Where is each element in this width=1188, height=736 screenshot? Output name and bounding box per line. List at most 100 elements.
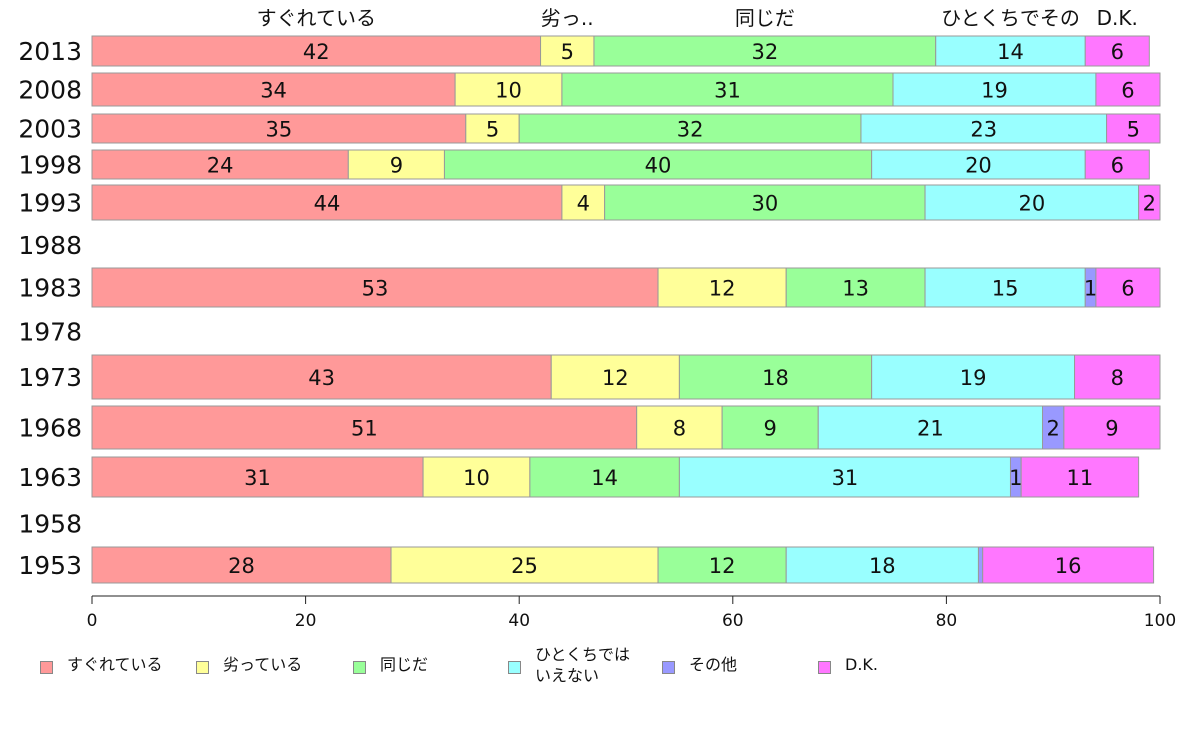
value-label-2013-s2: 32 [751, 40, 778, 64]
value-label-1983-s4: 1 [1084, 277, 1097, 301]
value-label-1968-s1: 8 [673, 417, 686, 441]
bar-1993-s5 [1138, 184, 1161, 221]
value-label-1993-s1: 4 [577, 192, 590, 216]
bar-1968-s0 [91, 405, 638, 450]
bar-1998-s3 [871, 149, 1086, 180]
bar-1998-s0 [91, 149, 349, 180]
year-label-2013: 2013 [18, 37, 82, 66]
value-label-2008-s0: 34 [260, 79, 287, 103]
x-tick-label-100: 100 [1144, 611, 1176, 631]
legend-item-2: 同じだ [353, 654, 428, 675]
bar-1973-s1 [550, 354, 680, 400]
bar-1968-s3 [817, 405, 1044, 450]
x-tick-label-60: 60 [722, 611, 744, 631]
value-label-1998-s1: 9 [390, 154, 403, 178]
legend-label-3: ひとくちでは いえない [535, 645, 631, 685]
year-label-1953: 1953 [18, 551, 82, 580]
value-label-1993-s2: 30 [751, 192, 778, 216]
bar-1953-s3 [785, 546, 979, 584]
value-label-2003-s0: 35 [266, 118, 293, 142]
top-series-label-4: D.K. [1097, 6, 1138, 30]
bar-1993-s2 [604, 184, 926, 221]
bar-1998-s2 [443, 149, 873, 180]
bar-1953-s2 [657, 546, 787, 584]
value-label-1983-s2: 13 [842, 277, 869, 301]
legend-label-0: すぐれている [67, 655, 163, 674]
value-label-1973-s0: 43 [308, 366, 335, 390]
top-series-label-3: ひとくちでその [941, 6, 1080, 30]
bar-1953-s1 [390, 546, 659, 584]
bar-1973-s5 [1074, 354, 1161, 400]
year-label-2008: 2008 [18, 76, 82, 105]
bar-2003-s3 [860, 113, 1108, 144]
bar-1963-s5 [1020, 456, 1140, 498]
bar-2003-s1 [465, 113, 520, 144]
bar-1973-s3 [871, 354, 1076, 400]
value-label-1993-s3: 20 [1018, 192, 1045, 216]
value-label-1963-s3: 31 [832, 466, 859, 490]
bar-2013-s1 [540, 35, 595, 67]
value-label-1993-s5: 2 [1143, 192, 1156, 216]
bar-1963-s2 [529, 456, 680, 498]
value-label-2003-s2: 32 [677, 118, 704, 142]
legend-swatch-1 [196, 661, 209, 674]
legend-swatch-4 [662, 661, 675, 674]
value-label-1983-s1: 12 [709, 277, 736, 301]
year-label-1973: 1973 [18, 363, 82, 392]
value-label-1968-s2: 9 [763, 417, 776, 441]
bar-1968-s2 [721, 405, 819, 450]
value-label-1968-s3: 21 [917, 417, 944, 441]
value-label-1963-s5: 11 [1067, 466, 1094, 490]
value-label-2003-s5: 5 [1127, 118, 1140, 142]
bar-2008-s2 [561, 72, 894, 107]
legend-item-3: ひとくちでは いえない [508, 644, 630, 686]
value-label-2013-s3: 14 [997, 40, 1024, 64]
legend-label-5: D.K. [845, 655, 878, 674]
bar-2008-s3 [892, 72, 1097, 107]
year-label-1993: 1993 [18, 189, 82, 218]
legend-item-4: その他 [662, 654, 737, 675]
year-label-1998: 1998 [18, 151, 82, 180]
x-tick-label-20: 20 [295, 611, 317, 631]
bar-2013-s0 [91, 35, 542, 67]
value-label-2003-s1: 5 [486, 118, 499, 142]
value-label-1953-s5: 16 [1055, 554, 1082, 578]
legend-label-1: 劣っている [223, 655, 303, 674]
bar-1998-s5 [1084, 149, 1150, 180]
year-label-1958: 1958 [18, 510, 82, 539]
value-label-1973-s2: 18 [762, 366, 789, 390]
bar-1983-s5 [1095, 267, 1161, 308]
value-label-1963-s2: 14 [591, 466, 618, 490]
legend-item-1: 劣っている [196, 654, 302, 675]
value-label-1998-s3: 20 [965, 154, 992, 178]
bar-2003-s2 [518, 113, 862, 144]
top-series-label-1: 劣っ.. [541, 6, 594, 30]
top-series-label-2: 同じだ [735, 6, 795, 30]
value-label-1953-s1: 25 [511, 554, 538, 578]
bar-2013-s5 [1084, 35, 1150, 67]
year-label-1968: 1968 [18, 414, 82, 443]
bar-1968-s5 [1063, 405, 1161, 450]
bar-1993-s0 [91, 184, 563, 221]
value-label-1968-s0: 51 [351, 417, 378, 441]
value-label-1953-s2: 12 [709, 554, 736, 578]
top-series-label-0: すぐれている [257, 6, 376, 30]
value-label-2008-s3: 19 [981, 79, 1008, 103]
value-label-1998-s2: 40 [645, 154, 672, 178]
legend: すぐれている 劣っている 同じだ ひとくちでは いえない その他 D.K. [0, 640, 1188, 700]
value-label-1963-s4: 1 [1009, 466, 1022, 490]
value-label-1983-s5: 6 [1121, 277, 1134, 301]
bar-1993-s1 [561, 184, 606, 221]
stacked-bar-chart: 2013200820031998199319881983197819731968… [18, 6, 1176, 631]
legend-label-2: 同じだ [380, 655, 429, 674]
year-label-2003: 2003 [18, 115, 82, 144]
value-label-1963-s1: 10 [463, 466, 490, 490]
bar-1953-s4 [977, 546, 984, 584]
legend-item-5: D.K. [818, 654, 878, 675]
value-label-2008-s5: 6 [1121, 79, 1134, 103]
bar-1953-s0 [91, 546, 392, 584]
legend-label-4: その他 [689, 655, 738, 674]
value-label-1973-s5: 8 [1111, 366, 1124, 390]
value-label-1968-s4: 2 [1047, 417, 1060, 441]
bar-1983-s0 [91, 267, 659, 308]
